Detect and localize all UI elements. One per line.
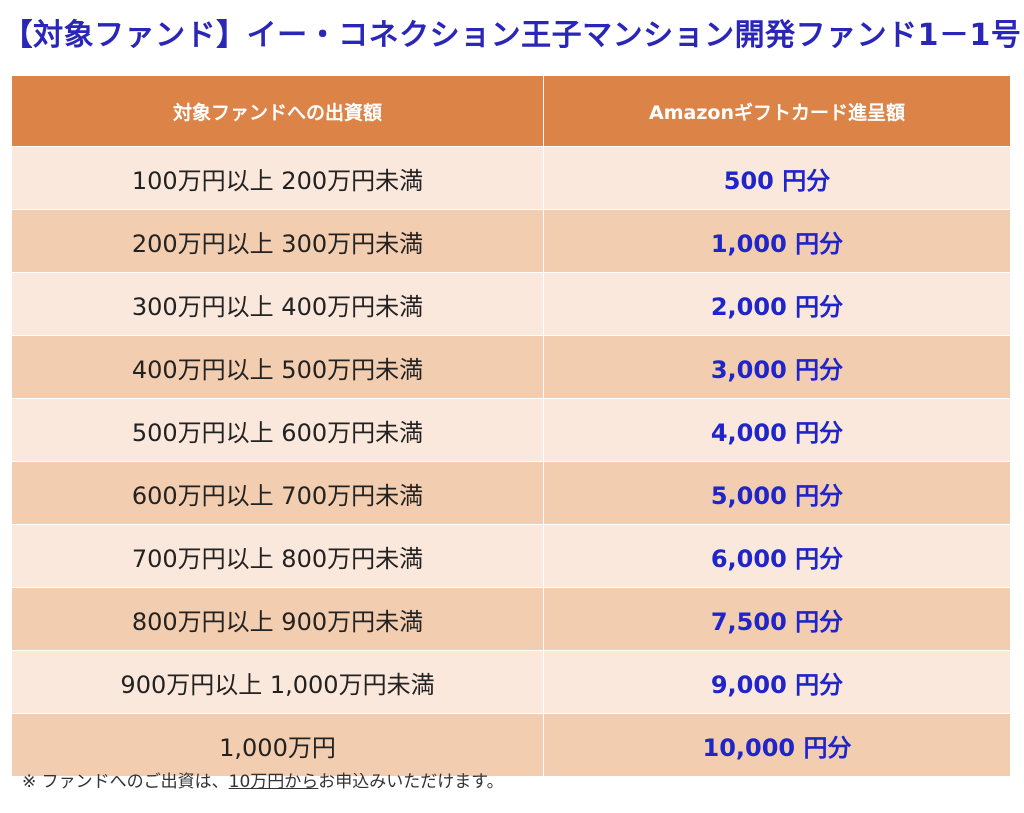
gift-amount: 9,000 円分 — [710, 670, 844, 699]
bonus-table: 対象ファンドへの出資額 Amazonギフトカード進呈額 100万円以上 200万… — [12, 76, 1010, 777]
investment-range: 600万円以上 700万円未満 — [12, 462, 544, 524]
investment-range: 300万円以上 400万円未満 — [12, 273, 544, 335]
gift-amount: 6,000 円分 — [710, 544, 844, 573]
investment-range: 700万円以上 800万円未満 — [12, 525, 544, 587]
footnote-suffix: お申込みいただけます。 — [318, 772, 504, 792]
gift-amount: 3,000 円分 — [710, 355, 844, 384]
table-row: 300万円以上 400万円未満 2,000 円分 — [12, 273, 1010, 336]
table-row: 600万円以上 700万円未満 5,000 円分 — [12, 462, 1010, 525]
gift-amount: 5,000 円分 — [710, 481, 844, 510]
table-row: 800万円以上 900万円未満 7,500 円分 — [12, 588, 1010, 651]
gift-amount: 500 円分 — [723, 166, 831, 195]
table-row: 1,000万円 10,000 円分 — [12, 714, 1010, 777]
header-gift-amount: Amazonギフトカード進呈額 — [649, 101, 905, 124]
table-header-row: 対象ファンドへの出資額 Amazonギフトカード進呈額 — [12, 76, 1010, 147]
investment-range: 500万円以上 600万円未満 — [12, 399, 544, 461]
table-row: 700万円以上 800万円未満 6,000 円分 — [12, 525, 1010, 588]
gift-amount: 7,500 円分 — [710, 607, 844, 636]
investment-range: 100万円以上 200万円未満 — [12, 147, 544, 209]
investment-range: 1,000万円 — [12, 714, 544, 776]
investment-range: 800万円以上 900万円未満 — [12, 588, 544, 650]
footnote-prefix: ※ ファンドへのご出資は、 — [22, 772, 229, 792]
table-row: 400万円以上 500万円未満 3,000 円分 — [12, 336, 1010, 399]
gift-amount: 2,000 円分 — [710, 292, 844, 321]
investment-range: 200万円以上 300万円未満 — [12, 210, 544, 272]
investment-range: 400万円以上 500万円未満 — [12, 336, 544, 398]
gift-amount: 1,000 円分 — [710, 229, 844, 258]
header-investment-amount: 対象ファンドへの出資額 — [12, 76, 544, 146]
table-row: 900万円以上 1,000万円未満 9,000 円分 — [12, 651, 1010, 714]
table-row: 500万円以上 600万円未満 4,000 円分 — [12, 399, 1010, 462]
footnote-minimum-amount: 10万円から — [228, 772, 319, 792]
gift-amount: 4,000 円分 — [710, 418, 844, 447]
gift-amount: 10,000 円分 — [702, 733, 852, 762]
table-row: 200万円以上 300万円未満 1,000 円分 — [12, 210, 1010, 273]
table-row: 100万円以上 200万円未満 500 円分 — [12, 147, 1010, 210]
footnote: ※ ファンドへのご出資は、10万円からお申込みいただけます。 — [22, 768, 504, 796]
investment-range: 900万円以上 1,000万円未満 — [12, 651, 544, 713]
page-title: 【対象ファンド】イー・コネクション王子マンション開発ファンド1－1号 — [2, 18, 1022, 53]
